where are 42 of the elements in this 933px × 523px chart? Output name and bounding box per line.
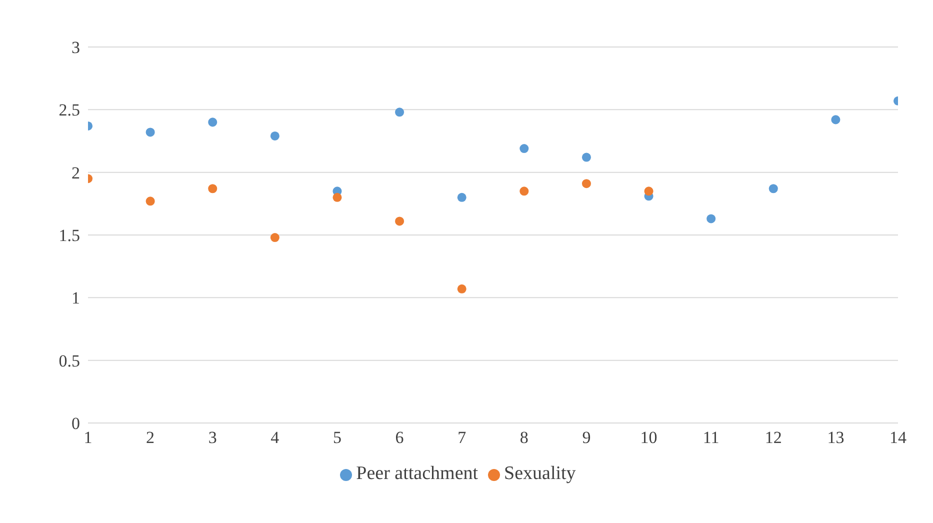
x-tick-label: 9 [582, 428, 591, 448]
x-tick-label: 5 [332, 428, 342, 448]
x-tick-label: 3 [208, 428, 217, 448]
x-tick-label: 1 [84, 428, 92, 448]
x-tick-label: 13 [827, 428, 844, 448]
point [208, 118, 218, 127]
point [520, 144, 529, 154]
point [457, 192, 466, 202]
x-tick-label: 7 [458, 428, 467, 448]
y-tick-label: 3 [72, 38, 80, 58]
point [395, 108, 404, 117]
x-tick-label: 14 [890, 428, 907, 448]
point [270, 131, 280, 140]
point [582, 152, 591, 162]
point [146, 128, 155, 137]
point [768, 184, 778, 194]
x-tick-label: 4 [270, 428, 280, 448]
y-tick-label: 2 [72, 163, 80, 182]
point [332, 192, 342, 202]
point [831, 115, 840, 124]
point [146, 196, 155, 206]
y-tick-label: 2.5 [58, 100, 80, 120]
legend-label: Sexuality [504, 463, 576, 484]
y-tick-label: 0.5 [58, 351, 80, 370]
x-tick-label: 11 [702, 428, 720, 448]
point [644, 186, 654, 196]
x-tick-label: 8 [520, 428, 528, 448]
x-tick-label: 10 [640, 428, 658, 448]
y-tick-label: 1 [72, 288, 80, 308]
point [270, 233, 280, 242]
point [520, 186, 529, 196]
legend-label: Peer attachment [356, 463, 478, 484]
x-tick-label: 12 [764, 428, 782, 448]
x-tick-label: 2 [146, 428, 155, 448]
point [457, 284, 466, 294]
x-tick-label: 6 [395, 428, 404, 448]
point [208, 184, 218, 194]
point [582, 179, 591, 188]
point [706, 214, 716, 224]
point [395, 216, 404, 226]
y-tick-label: 0 [72, 414, 80, 434]
y-tick-label: 1.5 [58, 226, 80, 246]
